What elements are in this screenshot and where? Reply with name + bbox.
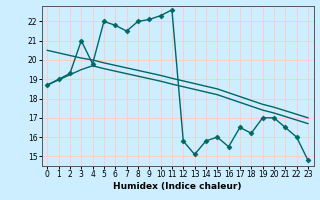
X-axis label: Humidex (Indice chaleur): Humidex (Indice chaleur) — [113, 182, 242, 191]
